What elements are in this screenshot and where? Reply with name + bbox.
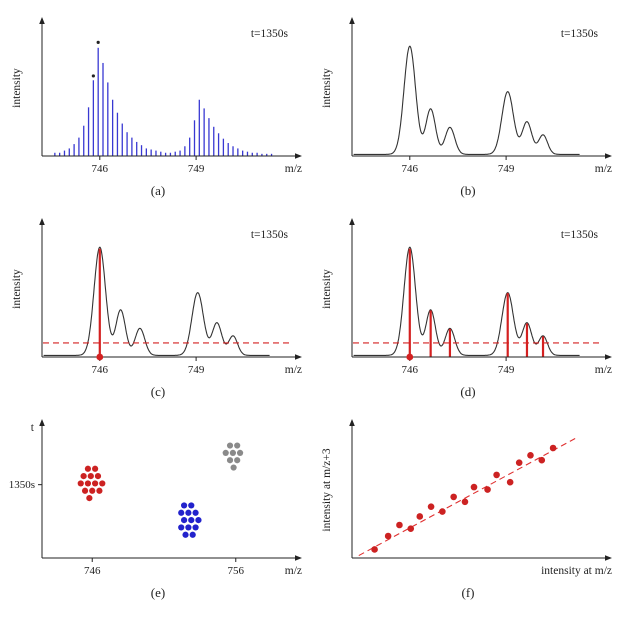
svg-text:t=1350s: t=1350s <box>561 229 599 241</box>
figure-grid: 746 749 m/z intensity t=1350s (a) 746 749 m/z i… <box>8 12 617 601</box>
svg-text:m/z: m/z <box>595 163 612 175</box>
svg-text:1350s: 1350s <box>9 479 35 491</box>
panel-d: 746 749 m/z intensity t=1350s (d) <box>318 213 618 400</box>
panel-f-caption: (f) <box>461 585 475 600</box>
panel-f-chart: intensity at m/z intensity at m/z+3 <box>321 419 612 577</box>
svg-text:746: 746 <box>92 364 109 376</box>
svg-text:intensity: intensity <box>11 269 23 309</box>
panel-c-caption: (c) <box>150 384 166 399</box>
svg-text:m/z: m/z <box>285 565 302 577</box>
svg-text:intensity at m/z+3: intensity at m/z+3 <box>321 448 333 531</box>
svg-text:m/z: m/z <box>285 364 302 376</box>
panel-e: 746 756 1350s m/z t (e) <box>8 414 308 601</box>
svg-text:t=1350s: t=1350s <box>251 28 289 40</box>
panel-e-caption: (e) <box>150 585 166 600</box>
panel-a-chart: 746 749 m/z intensity t=1350s <box>11 17 302 175</box>
panel-d-chart: 746 749 m/z intensity t=1350s <box>321 218 612 376</box>
svg-text:749: 749 <box>188 163 205 175</box>
svg-text:intensity: intensity <box>11 68 23 108</box>
svg-text:746: 746 <box>402 364 419 376</box>
svg-text:756: 756 <box>228 565 245 577</box>
svg-text:746: 746 <box>92 163 109 175</box>
panel-b-caption: (b) <box>460 183 476 198</box>
svg-text:t=1350s: t=1350s <box>251 229 289 241</box>
svg-text:t=1350s: t=1350s <box>561 28 599 40</box>
panel-a: 746 749 m/z intensity t=1350s (a) <box>8 12 308 199</box>
svg-text:749: 749 <box>498 163 515 175</box>
svg-text:intensity: intensity <box>321 269 333 309</box>
panel-a-caption: (a) <box>150 183 166 198</box>
panel-c: 746 749 m/z intensity t=1350s (c) <box>8 213 308 400</box>
panel-f: intensity at m/z intensity at m/z+3 (f) <box>318 414 618 601</box>
svg-text:746: 746 <box>84 565 101 577</box>
svg-text:m/z: m/z <box>285 163 302 175</box>
panel-e-chart: 746 756 1350s m/z t <box>9 419 302 577</box>
svg-text:749: 749 <box>188 364 205 376</box>
svg-text:m/z: m/z <box>595 364 612 376</box>
panel-b-chart: 746 749 m/z intensity t=1350s <box>321 17 612 175</box>
svg-text:746: 746 <box>402 163 419 175</box>
svg-text:749: 749 <box>498 364 515 376</box>
svg-text:t: t <box>31 422 35 434</box>
panel-b: 746 749 m/z intensity t=1350s (b) <box>318 12 618 199</box>
panel-c-chart: 746 749 m/z intensity t=1350s <box>11 218 302 376</box>
svg-text:intensity at m/z: intensity at m/z <box>541 565 612 577</box>
panel-d-caption: (d) <box>460 384 476 399</box>
svg-text:intensity: intensity <box>321 68 333 108</box>
